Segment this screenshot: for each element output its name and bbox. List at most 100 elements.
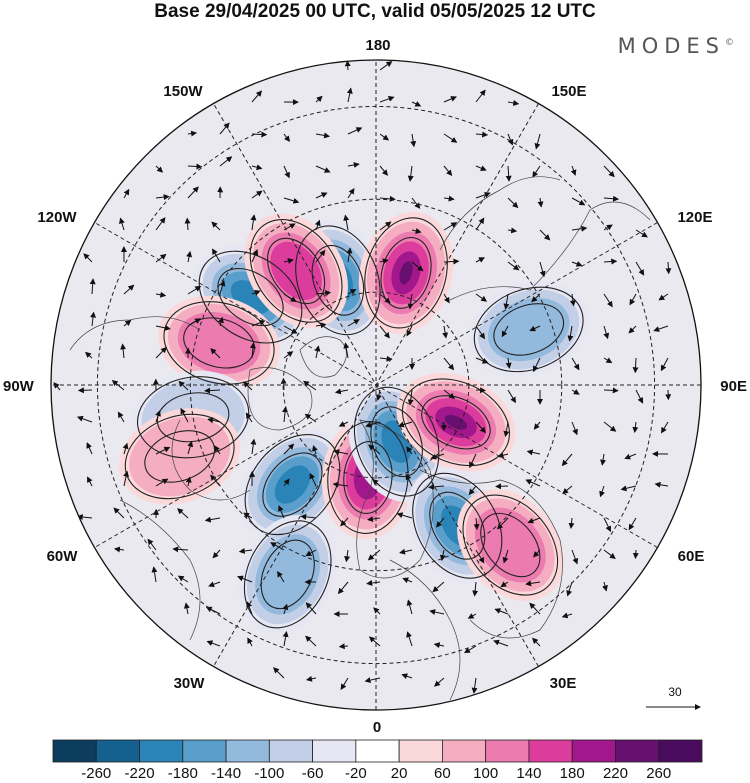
wind-vector [151,566,158,583]
wind-vector [603,357,613,364]
wind-vector [364,677,381,684]
height-contour [249,219,343,323]
wind-vector [443,258,460,265]
wind-vector [340,677,349,691]
wind-vector [428,483,445,490]
wind-vector [155,410,161,423]
wind-vector [468,485,477,496]
wind-vector [333,449,349,456]
wind-vector [206,640,221,647]
wind-vector [87,476,93,487]
wind-vector [571,225,588,232]
map-disc [51,60,701,710]
wind-vector [475,421,487,434]
wind-vector [379,293,391,304]
wind-vector [603,421,617,432]
wind-vector [246,601,253,615]
wind-vector [533,549,541,558]
wind-vector [340,517,349,527]
wind-vector [407,165,414,182]
wind-vector [237,575,253,583]
vector-scale: 30 [646,685,701,710]
wind-vector [76,415,93,423]
wind-vector [443,389,456,399]
colorbar-swatch [268,739,314,763]
wind-vector [603,517,611,533]
wind-vector [312,445,318,455]
copyright-mark: © [725,38,734,48]
wind-vector [475,131,489,138]
wind-vector [507,227,518,234]
wind-vector [211,221,221,231]
colorbar-tick-label: -100 [254,765,284,782]
wind-vector [277,570,285,583]
wind-vector [406,631,413,647]
wind-vector [405,473,413,487]
wind-vector [344,60,351,71]
wind-vector [501,325,509,338]
wind-vector [467,613,477,619]
height-contour [343,441,393,514]
wind-vector [122,442,129,455]
wind-vector [155,324,171,331]
wind-vector [338,421,349,427]
wind-vector [527,517,541,524]
wind-vector [172,546,189,553]
wind-vector [210,348,221,359]
wind-vector [347,288,357,295]
wind-vector [434,677,445,687]
wind-vector [571,421,578,436]
wind-vector [273,667,285,679]
wind-vector [379,258,389,265]
colorbar-tick-label: 20 [391,765,408,782]
modes-logo: MODES© [618,34,734,58]
wind-vector [603,224,613,231]
wind-vector [493,639,509,647]
wind-vector [537,197,544,208]
colorbar-tick-label: 180 [560,765,585,782]
wind-vector [283,258,294,264]
wind-vector [411,261,424,272]
lon-label-30w: 30W [174,675,206,692]
wind-vector [435,517,445,528]
colorbar-swatch [485,739,530,763]
wind-vector [89,278,96,295]
wind-vector [507,99,520,106]
height-contour [480,512,541,578]
height-contour [136,376,250,459]
height-contour [364,217,448,329]
map-title: Base 29/04/2025 00 UTC, valid 05/05/2025… [154,1,596,22]
wind-vector [365,421,381,428]
wind-vector [177,575,189,583]
height-contour [421,395,491,450]
colorbar-swatch [52,739,97,763]
wind-vector [475,549,485,564]
wind-vector [566,581,573,597]
wind-vector [155,194,170,201]
wind-vector [338,643,349,650]
wind-vector [155,253,167,263]
wind-vector [123,284,135,295]
wind-vector [397,421,413,428]
wind-vector [532,165,541,178]
wind-vector [507,197,519,209]
wind-vector [251,249,259,263]
wind-vector [534,133,541,150]
wind-vector [278,505,285,519]
wind-vector [635,229,648,238]
wind-vector [443,357,455,371]
wind-vector [178,380,189,391]
wind-vector [155,446,171,455]
wind-vector [302,380,317,391]
wind-vector [305,635,317,647]
wind-vector [653,325,669,332]
wind-vector [120,343,127,359]
wind-vector [247,637,253,647]
wind-vector [471,677,478,694]
wind-vector [539,261,546,278]
wind-vector [399,548,413,555]
wind-vector [430,453,445,460]
wind-vector [379,325,390,339]
colorbar-swatch [139,739,184,763]
wind-vector [571,357,580,371]
